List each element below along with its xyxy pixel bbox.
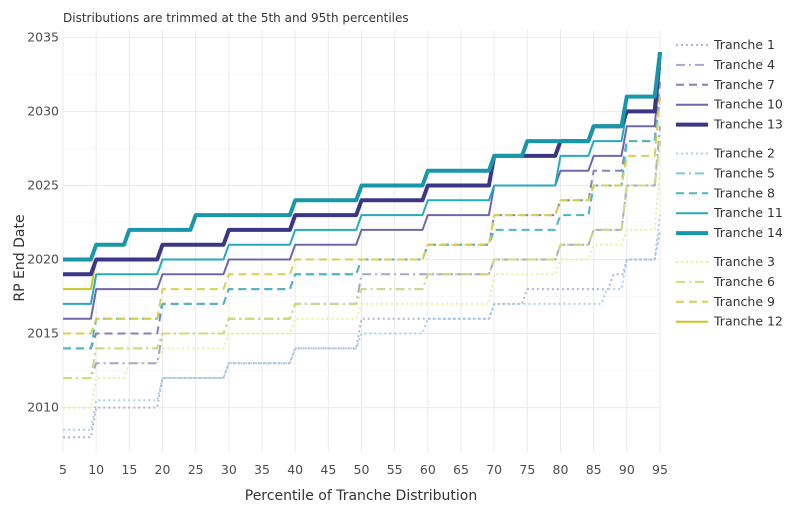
legend-label: Tranche 2	[713, 146, 775, 161]
x-tick-label: 55	[387, 462, 403, 477]
x-tick-label: 5	[59, 462, 67, 477]
grid	[62, 30, 661, 452]
series-line-tranche-14	[63, 51, 662, 262]
x-tick-label: 40	[287, 462, 303, 477]
series-line-tranche-11	[63, 66, 661, 305]
y-tick-label: 2015	[27, 326, 59, 341]
x-tick-label: 20	[155, 462, 171, 477]
y-tick-label: 2030	[27, 103, 59, 118]
y-tick-label: 2020	[27, 252, 59, 267]
legend: Tranche 1 Tranche 4 Tranche 7 Tranche 10 Tra…	[676, 37, 783, 329]
x-tick-label: 30	[221, 462, 237, 477]
series-line-tranche-7	[63, 81, 661, 350]
x-tick-label: 35	[254, 462, 270, 477]
legend-label: Tranche 10	[713, 97, 783, 112]
x-tick-label: 75	[519, 462, 535, 477]
legend-label: Tranche 1	[713, 37, 775, 52]
legend-label: Tranche 7	[713, 77, 775, 92]
legend-label: Tranche 4	[713, 57, 775, 72]
legend-label: Tranche 8	[713, 185, 775, 200]
x-tick-label: 80	[553, 462, 569, 477]
series-lines	[63, 51, 662, 439]
legend-label: Tranche 6	[713, 274, 775, 289]
x-axis-ticks: 5 10 15 20 25 30 35 40 45 50 55 60 65 70 75 80 85 90 95	[59, 462, 668, 477]
y-tick-label: 2035	[27, 29, 59, 44]
x-tick-label: 25	[188, 462, 204, 477]
series-line-tranche-1	[63, 229, 661, 439]
x-tick-label: 95	[652, 462, 668, 477]
legend-label: Tranche 11	[713, 205, 783, 220]
x-tick-label: 10	[88, 462, 104, 477]
series-line-tranche-9	[63, 96, 661, 335]
legend-label: Tranche 13	[713, 117, 783, 132]
legend-label: Tranche 14	[713, 225, 783, 240]
y-tick-label: 2010	[27, 400, 59, 415]
x-axis-title: Percentile of Tranche Distribution	[245, 488, 477, 504]
y-axis-ticks: 2010 2015 2020 2025 2030 2035	[27, 29, 59, 414]
legend-label: Tranche 3	[713, 254, 775, 269]
series-line-tranche-10	[63, 66, 661, 320]
x-tick-label: 60	[420, 462, 436, 477]
chart-subtitle: Distributions are trimmed at the 5th and…	[63, 11, 409, 25]
x-tick-label: 70	[486, 462, 502, 477]
x-tick-label: 85	[586, 462, 602, 477]
legend-label: Tranche 5	[713, 165, 775, 180]
x-tick-label: 15	[121, 462, 137, 477]
x-tick-label: 45	[320, 462, 336, 477]
y-tick-label: 2025	[27, 177, 59, 192]
series-line-tranche-6	[63, 140, 661, 379]
y-axis-title: RP End Date	[12, 214, 28, 301]
legend-label: Tranche 9	[713, 294, 775, 309]
legend-label: Tranche 12	[713, 314, 783, 329]
x-tick-label: 50	[354, 462, 370, 477]
x-tick-label: 90	[619, 462, 635, 477]
x-tick-label: 65	[453, 462, 469, 477]
